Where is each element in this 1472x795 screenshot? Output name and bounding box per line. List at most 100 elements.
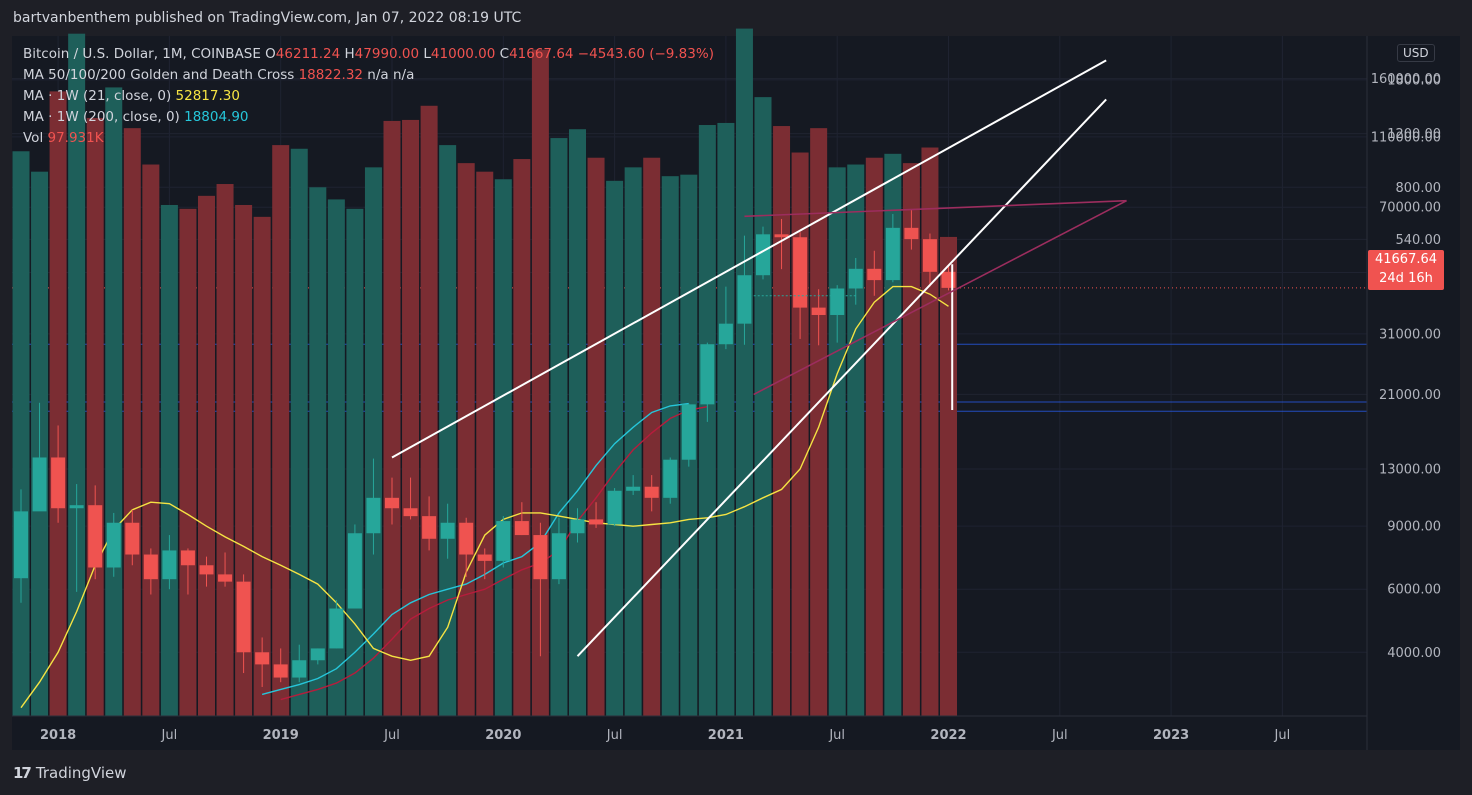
volume-bar: [550, 138, 568, 717]
candle-body: [774, 234, 789, 238]
candle-body: [347, 533, 362, 609]
candle-body: [459, 522, 474, 555]
candle-body: [496, 521, 511, 561]
open-value: 46211.24: [275, 46, 341, 62]
candle-body: [663, 459, 678, 498]
volume-bar: [643, 157, 661, 717]
candle-body: [811, 307, 826, 315]
volume-bar: [494, 179, 512, 717]
volume-bar: [940, 236, 957, 716]
volume-bar: [513, 159, 531, 717]
candle-body: [310, 648, 325, 661]
candle-body: [830, 288, 845, 315]
ma-cross-line: [280, 406, 708, 701]
volume-bar: [12, 151, 30, 716]
candle-body: [143, 554, 158, 580]
ma200-value: 18804.90: [184, 109, 249, 125]
volume-bar: [105, 87, 123, 716]
candle-body: [644, 486, 659, 498]
price-tick-label: 13000.00: [1379, 462, 1441, 477]
candle-body: [848, 268, 863, 289]
candle-body: [236, 581, 251, 653]
ma21-label: MA · 1W (21, close, 0): [23, 88, 172, 104]
volume-bar: [160, 204, 178, 716]
volume-bar: [198, 195, 215, 716]
volume-bar: [364, 167, 382, 717]
price-tick-label: 110000.00: [1371, 130, 1441, 145]
last-price-value: 41667.64: [1374, 252, 1438, 267]
legend-volume-row[interactable]: Vol 97.931K: [23, 128, 714, 149]
volume-bar: [828, 167, 846, 717]
candle-body: [255, 652, 270, 665]
last-price-tag: 41667.64 24d 16h: [1368, 250, 1444, 290]
open-label: O: [265, 46, 276, 62]
wedge-lower-trendline: [576, 98, 1107, 657]
time-tick-label: Jul: [828, 728, 845, 743]
bar-countdown: 24d 16h: [1379, 271, 1433, 286]
candle-body: [218, 574, 233, 582]
volume-bar: [921, 147, 939, 716]
candle-body: [867, 268, 882, 281]
price-tick-label: 70000.00: [1379, 201, 1441, 216]
candle-body: [589, 519, 604, 525]
low-value: 41000.00: [430, 46, 496, 62]
volume-bar: [606, 180, 624, 717]
ma-cross-label: MA 50/100/200 Golden and Death Cross: [23, 67, 295, 83]
price-tick-label: 1800.00: [1387, 73, 1441, 88]
volume-bar: [587, 157, 605, 717]
time-tick-label: 2018: [40, 728, 76, 743]
volume-bar: [327, 199, 345, 716]
candle-body: [700, 344, 715, 405]
time-tick-label: Jul: [161, 728, 178, 743]
volume-bar: [216, 184, 234, 716]
candle-body: [32, 457, 47, 512]
symbol-name[interactable]: Bitcoin / U.S. Dollar, 1M, COINBASE: [23, 46, 261, 62]
volume-bar: [123, 128, 141, 717]
footer: [0, 750, 1472, 795]
brand-name: TradingView: [35, 764, 127, 782]
candle-body: [756, 234, 770, 276]
volume-bar: [457, 163, 475, 716]
volume-bar: [884, 153, 902, 716]
candle-body: [366, 497, 381, 534]
time-tick-label: 2021: [708, 728, 744, 743]
currency-badge[interactable]: USD: [1397, 44, 1435, 62]
candle-body: [941, 271, 956, 288]
wedge-upper-trendline: [391, 59, 1107, 459]
price-tick-label: 4000.00: [1387, 646, 1441, 661]
time-tick-label: 2022: [930, 728, 966, 743]
time-tick-label: 2019: [263, 728, 299, 743]
candle-body: [273, 664, 288, 678]
volume-bar: [309, 187, 327, 716]
ma200-label: MA · 1W (200, close, 0): [23, 109, 180, 125]
time-tick-label: Jul: [606, 728, 623, 743]
legend-ma21-row[interactable]: MA · 1W (21, close, 0) 52817.30: [23, 86, 714, 107]
low-label: L: [423, 46, 431, 62]
candle-body: [681, 404, 696, 460]
volume-bar: [420, 105, 438, 716]
candle-body: [440, 522, 455, 539]
legend-ma-cross-row[interactable]: MA 50/100/200 Golden and Death Cross 188…: [23, 65, 714, 86]
tradingview-brand[interactable]: 17 TradingView: [13, 764, 127, 782]
volume-bar: [624, 167, 642, 717]
price-tick-label: 31000.00: [1379, 327, 1441, 342]
volume-bar: [754, 97, 772, 716]
volume-bar: [439, 145, 457, 717]
candle-body: [51, 457, 66, 509]
price-tick-label: 21000.00: [1379, 388, 1441, 403]
legend-ma200-row[interactable]: MA · 1W (200, close, 0) 18804.90: [23, 107, 714, 128]
candle-body: [885, 227, 900, 281]
candle-body: [477, 554, 492, 561]
candle-body: [514, 521, 529, 536]
volume-bar: [569, 129, 586, 717]
candle-body: [922, 239, 937, 272]
candle-body: [162, 550, 177, 580]
ma-cross-na: n/a n/a: [367, 67, 415, 83]
support-trendline: [753, 199, 1127, 396]
price-tick-label: 1200.00: [1387, 127, 1441, 142]
volume-bar: [661, 176, 679, 716]
volume-bar: [290, 148, 308, 716]
candle-body: [533, 535, 548, 580]
volume-bar: [179, 208, 197, 717]
